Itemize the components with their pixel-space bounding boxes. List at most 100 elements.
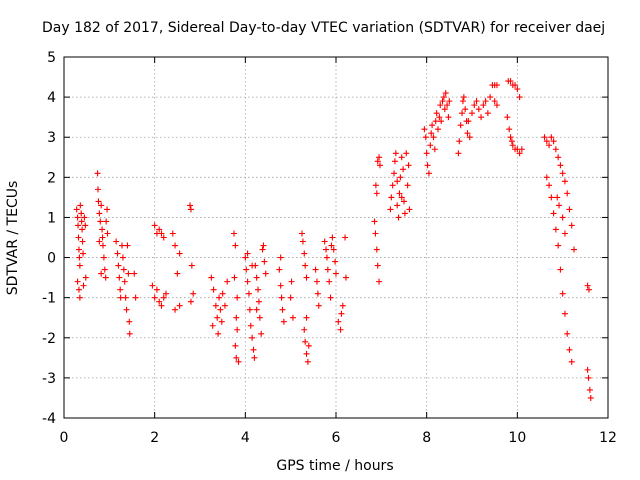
data-point-marker — [219, 290, 226, 297]
data-point-marker — [372, 182, 379, 189]
data-point-marker — [457, 122, 464, 129]
data-point-marker — [208, 274, 215, 281]
y-tick-label: 2 — [47, 170, 56, 186]
data-point-marker — [478, 114, 485, 121]
data-point-marker — [156, 298, 163, 305]
data-point-marker — [78, 210, 85, 217]
data-point-marker — [437, 102, 444, 109]
data-point-marker — [279, 306, 286, 313]
data-point-marker — [95, 198, 102, 205]
data-point-marker — [232, 242, 239, 249]
data-point-marker — [231, 274, 238, 281]
data-point-marker — [555, 242, 562, 249]
data-point-marker — [160, 294, 167, 301]
chart-title: Day 182 of 2017, Sidereal Day-to-day VTE… — [42, 20, 605, 36]
data-point-marker — [466, 134, 473, 141]
data-point-marker — [552, 146, 559, 153]
data-point-marker — [440, 94, 447, 101]
data-point-marker — [548, 194, 555, 201]
data-point-marker — [339, 302, 346, 309]
data-point-marker — [80, 282, 87, 289]
y-tick-label: 5 — [47, 50, 56, 66]
data-point-marker — [397, 174, 404, 181]
data-point-marker — [76, 254, 83, 261]
data-point-marker — [103, 218, 110, 225]
data-point-marker — [187, 298, 194, 305]
data-point-marker — [277, 254, 284, 261]
x-tick-label: 0 — [60, 430, 69, 446]
data-point-marker — [516, 150, 523, 157]
data-point-marker — [217, 306, 224, 313]
data-point-marker — [373, 246, 380, 253]
data-point-marker — [564, 190, 571, 197]
data-point-marker — [321, 238, 328, 245]
data-point-marker — [396, 190, 403, 197]
data-point-marker — [401, 210, 408, 217]
data-point-marker — [246, 306, 253, 313]
data-point-marker — [444, 102, 451, 109]
data-point-marker — [74, 214, 81, 221]
data-point-marker — [484, 110, 491, 117]
data-point-marker — [158, 230, 165, 237]
data-point-marker — [554, 194, 561, 201]
data-point-marker — [338, 310, 345, 317]
data-point-marker — [506, 126, 513, 133]
data-point-marker — [255, 286, 262, 293]
data-point-marker — [116, 274, 123, 281]
data-point-marker — [94, 170, 101, 177]
data-point-marker — [287, 294, 294, 301]
data-point-marker — [439, 98, 446, 105]
data-point-marker — [403, 150, 410, 157]
data-point-marker — [216, 294, 223, 301]
data-point-marker — [102, 274, 109, 281]
data-point-marker — [332, 258, 339, 265]
data-point-marker — [566, 346, 573, 353]
data-point-marker — [430, 134, 437, 141]
data-point-marker — [491, 98, 498, 105]
y-tick-label: -1 — [42, 291, 56, 307]
data-point-marker — [550, 138, 557, 145]
data-point-marker — [176, 302, 183, 309]
data-point-marker — [115, 262, 122, 269]
data-point-marker — [337, 326, 344, 333]
data-point-marker — [260, 242, 267, 249]
data-point-marker — [561, 178, 568, 185]
data-point-marker — [221, 302, 228, 309]
data-point-marker — [122, 294, 129, 301]
data-point-marker — [559, 170, 566, 177]
data-point-marker — [330, 246, 337, 253]
data-point-marker — [391, 170, 398, 177]
data-point-marker — [124, 242, 131, 249]
data-point-marker — [508, 138, 515, 145]
y-tick-label: 1 — [47, 210, 56, 226]
data-point-marker — [244, 278, 251, 285]
data-point-marker — [504, 114, 511, 121]
data-point-marker — [80, 250, 87, 257]
data-point-marker — [371, 218, 378, 225]
data-point-marker — [391, 158, 398, 165]
data-point-marker — [314, 290, 321, 297]
data-point-marker — [99, 242, 106, 249]
data-point-marker — [557, 162, 564, 169]
data-point-marker — [96, 238, 103, 245]
y-tick-label: 0 — [47, 251, 56, 267]
data-point-marker — [455, 150, 462, 157]
data-point-marker — [493, 102, 500, 109]
data-point-marker — [210, 286, 217, 293]
grid-lines — [64, 57, 608, 418]
data-point-marker — [303, 314, 310, 321]
data-point-marker — [446, 98, 453, 105]
data-point-marker — [312, 266, 319, 273]
data-point-marker — [512, 82, 519, 89]
data-point-marker — [305, 342, 312, 349]
data-point-marker — [299, 230, 305, 237]
data-point-marker — [158, 302, 165, 309]
data-point-marker — [516, 94, 523, 101]
data-point-marker — [425, 170, 432, 177]
data-point-marker — [114, 250, 121, 257]
data-point-marker — [406, 206, 413, 213]
data-point-marker — [187, 206, 194, 213]
data-point-marker — [303, 350, 310, 357]
data-point-marker — [172, 242, 179, 249]
data-point-marker — [278, 294, 285, 301]
